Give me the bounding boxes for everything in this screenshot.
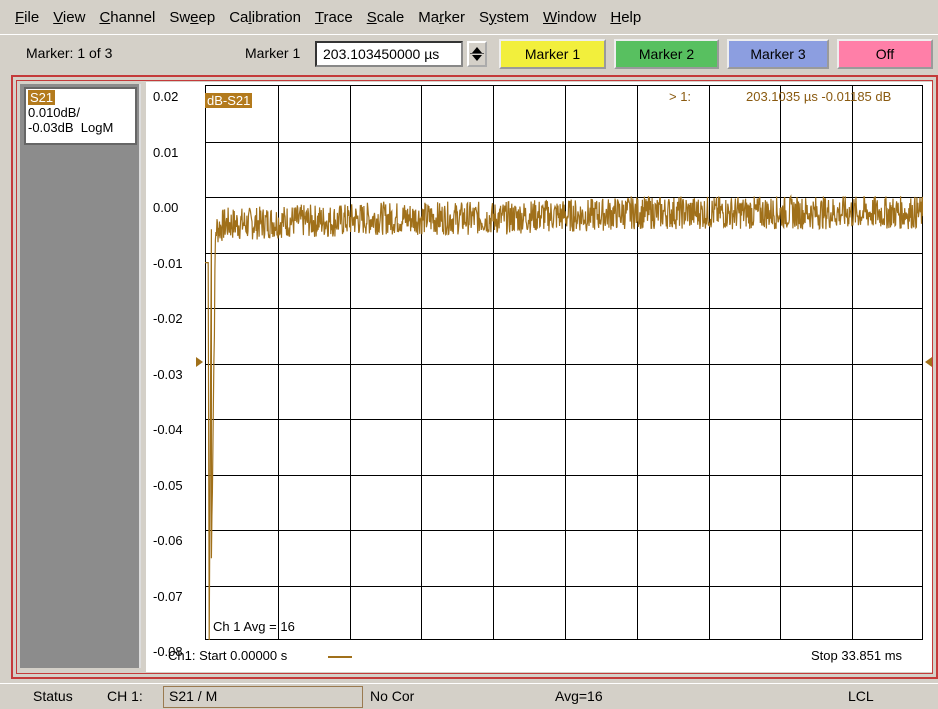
trace-info-box[interactable]: S21 0.010dB/ -0.03dB LogM	[24, 87, 137, 145]
trace-legend-line	[328, 656, 352, 658]
marker-1-button[interactable]: Marker 1	[499, 39, 606, 69]
trace-name: S21	[28, 90, 56, 105]
trace-scale: 0.010dB/	[28, 105, 81, 120]
plot-area[interactable]	[146, 82, 932, 672]
marker-field-label: Marker 1	[245, 45, 301, 61]
spin-down-icon[interactable]	[472, 55, 482, 61]
marker-toolbar: Marker: 1 of 3 Marker 1 203.103450000 µs…	[0, 34, 938, 72]
menu-bar: File View Channel Sweep Calibration Trace Scal…	[0, 0, 938, 34]
reference-level-right-icon	[925, 357, 932, 367]
menu-help[interactable]: Help	[610, 8, 642, 26]
reference-level-left-icon	[196, 357, 203, 367]
y-tick-label: -0.03	[153, 366, 183, 382]
menu-file[interactable]: File	[15, 8, 40, 26]
menu-marker[interactable]: Marker	[418, 8, 465, 26]
y-tick-label: -0.01	[153, 255, 183, 271]
marker-count-label: Marker: 1 of 3	[26, 45, 113, 61]
spin-up-icon[interactable]	[472, 47, 482, 53]
trace-title-tag: dB-S21	[205, 93, 253, 108]
menu-sweep[interactable]: Sweep	[169, 8, 216, 26]
menu-calibration[interactable]: Calibration	[229, 8, 301, 26]
menu-channel[interactable]: Channel	[99, 8, 156, 26]
status-label: Status	[33, 688, 73, 704]
y-tick-label: 0.02	[153, 89, 179, 104]
status-bar: Status CH 1: S21 / M No Cor Avg=16 LCL	[0, 683, 938, 709]
start-label: Ch1: Start 0.00000 s	[168, 648, 288, 663]
y-tick-label: -0.07	[153, 588, 183, 604]
menu-system[interactable]: System	[478, 8, 529, 26]
marker-readout-index: > 1:	[669, 89, 692, 104]
menu-trace[interactable]: Trace	[314, 8, 353, 26]
marker-value-input[interactable]: 203.103450000 µs	[315, 41, 463, 67]
y-tick-label: 0.00	[153, 200, 179, 215]
menu-view[interactable]: View	[53, 8, 86, 26]
y-tick-label: -0.06	[153, 533, 183, 548]
marker-value-spinner[interactable]	[467, 41, 487, 67]
marker-off-button[interactable]: Off	[837, 39, 933, 69]
stop-label: Stop 33.851 ms	[811, 648, 903, 663]
average-label: Ch 1 Avg = 16	[213, 619, 295, 634]
y-tick-label: -0.02	[153, 311, 183, 326]
status-channel: CH 1:	[107, 688, 143, 704]
menu-window[interactable]: Window	[543, 8, 597, 26]
trace-status-panel: S21 0.010dB/ -0.03dB LogM	[20, 84, 141, 668]
y-tick-label: -0.08	[153, 644, 183, 659]
marker-3-button[interactable]: Marker 3	[727, 39, 829, 69]
trace-line	[205, 194, 923, 640]
status-correction: No Cor	[370, 688, 415, 704]
marker-readout-value: 203.1035 µs -0.01185 dB	[746, 89, 892, 104]
trace-format: LogM	[80, 120, 114, 135]
y-tick-label: 0.01	[153, 144, 179, 160]
status-average: Avg=16	[555, 688, 603, 704]
status-trace-box: S21 / M	[163, 686, 363, 708]
y-tick-label: -0.05	[153, 477, 183, 493]
y-tick-label: -0.04	[153, 422, 183, 437]
plot-grid	[205, 85, 923, 640]
status-mode: LCL	[848, 688, 874, 704]
menu-scale[interactable]: Scale	[366, 8, 405, 26]
s21-trace	[205, 194, 923, 640]
marker-2-button[interactable]: Marker 2	[614, 39, 719, 69]
trace-ref: -0.03dB	[28, 120, 74, 135]
